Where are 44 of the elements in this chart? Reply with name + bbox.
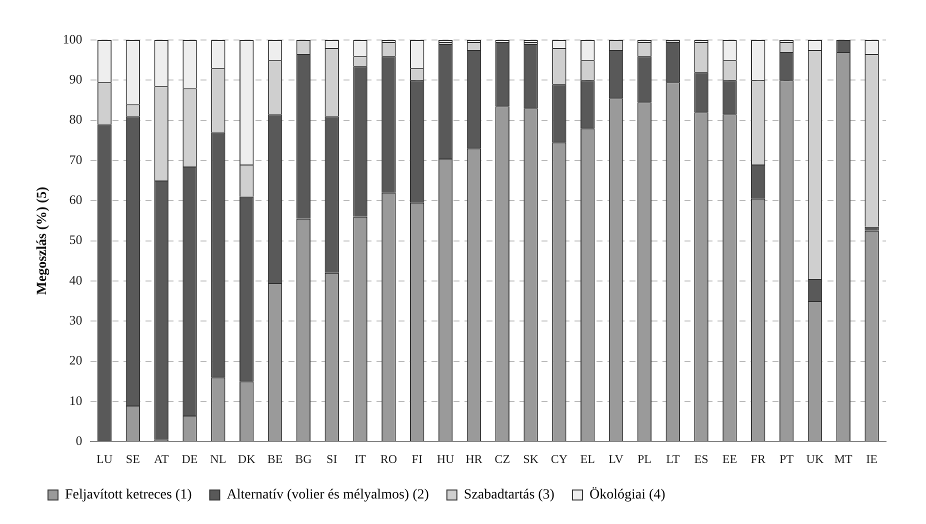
- y-tick-label: 10: [69, 392, 82, 408]
- x-tick-label: SK: [523, 452, 539, 466]
- x-tick-label: CY: [550, 452, 568, 466]
- legend-label: Szabadtartás (3): [464, 488, 555, 503]
- y-tick-label: 90: [69, 72, 82, 87]
- x-tick-label: PL: [637, 452, 652, 466]
- x-tick-label: MT: [834, 452, 854, 466]
- x-tick-label: BE: [267, 452, 283, 466]
- legend-label: Feljavított ketreces (1): [65, 488, 192, 503]
- x-tick-label: AT: [154, 452, 170, 466]
- x-tick-label: BG: [295, 452, 312, 466]
- x-tick-label: IT: [354, 452, 367, 466]
- x-tick-label: LT: [666, 452, 680, 466]
- x-tick-label: LU: [96, 452, 113, 466]
- y-axis-title: Megoszlás (%) (5): [35, 186, 50, 295]
- y-tick-label: 60: [69, 192, 82, 208]
- x-tick-label: UK: [806, 452, 824, 466]
- y-tick-label: 70: [69, 152, 82, 167]
- x-tick-label: DK: [238, 452, 256, 466]
- x-tick-label: ES: [694, 452, 708, 466]
- legend-label: Alternatív (volier és mélyalmos) (2): [226, 488, 430, 503]
- x-tick-label: SE: [126, 452, 140, 466]
- y-tick-label: 20: [69, 352, 82, 368]
- y-tick-label: 80: [69, 112, 82, 127]
- y-tick-label: 50: [69, 232, 82, 248]
- x-tick-label: FI: [412, 452, 422, 466]
- y-tick-label: 100: [62, 31, 82, 46]
- x-tick-label: RO: [380, 452, 398, 466]
- x-tick-label: HU: [436, 452, 455, 466]
- y-tick-label: 0: [76, 433, 82, 448]
- y-tick-label: 30: [69, 312, 82, 328]
- x-tick-label: PT: [780, 452, 794, 466]
- x-tick-label: IE: [866, 452, 878, 466]
- x-tick-label: LV: [608, 452, 624, 466]
- x-tick-label: CZ: [494, 452, 510, 466]
- x-tick-label: EE: [722, 452, 738, 466]
- x-tick-label: NL: [210, 452, 226, 466]
- x-tick-label: DE: [182, 452, 198, 466]
- x-tick-label: EL: [580, 452, 595, 466]
- x-tick-label: SI: [326, 452, 338, 466]
- x-tick-label: FR: [750, 452, 766, 466]
- x-tick-label: HR: [466, 452, 482, 466]
- y-tick-label: 40: [69, 272, 82, 288]
- legend-label: Ökológiai (4): [589, 486, 666, 503]
